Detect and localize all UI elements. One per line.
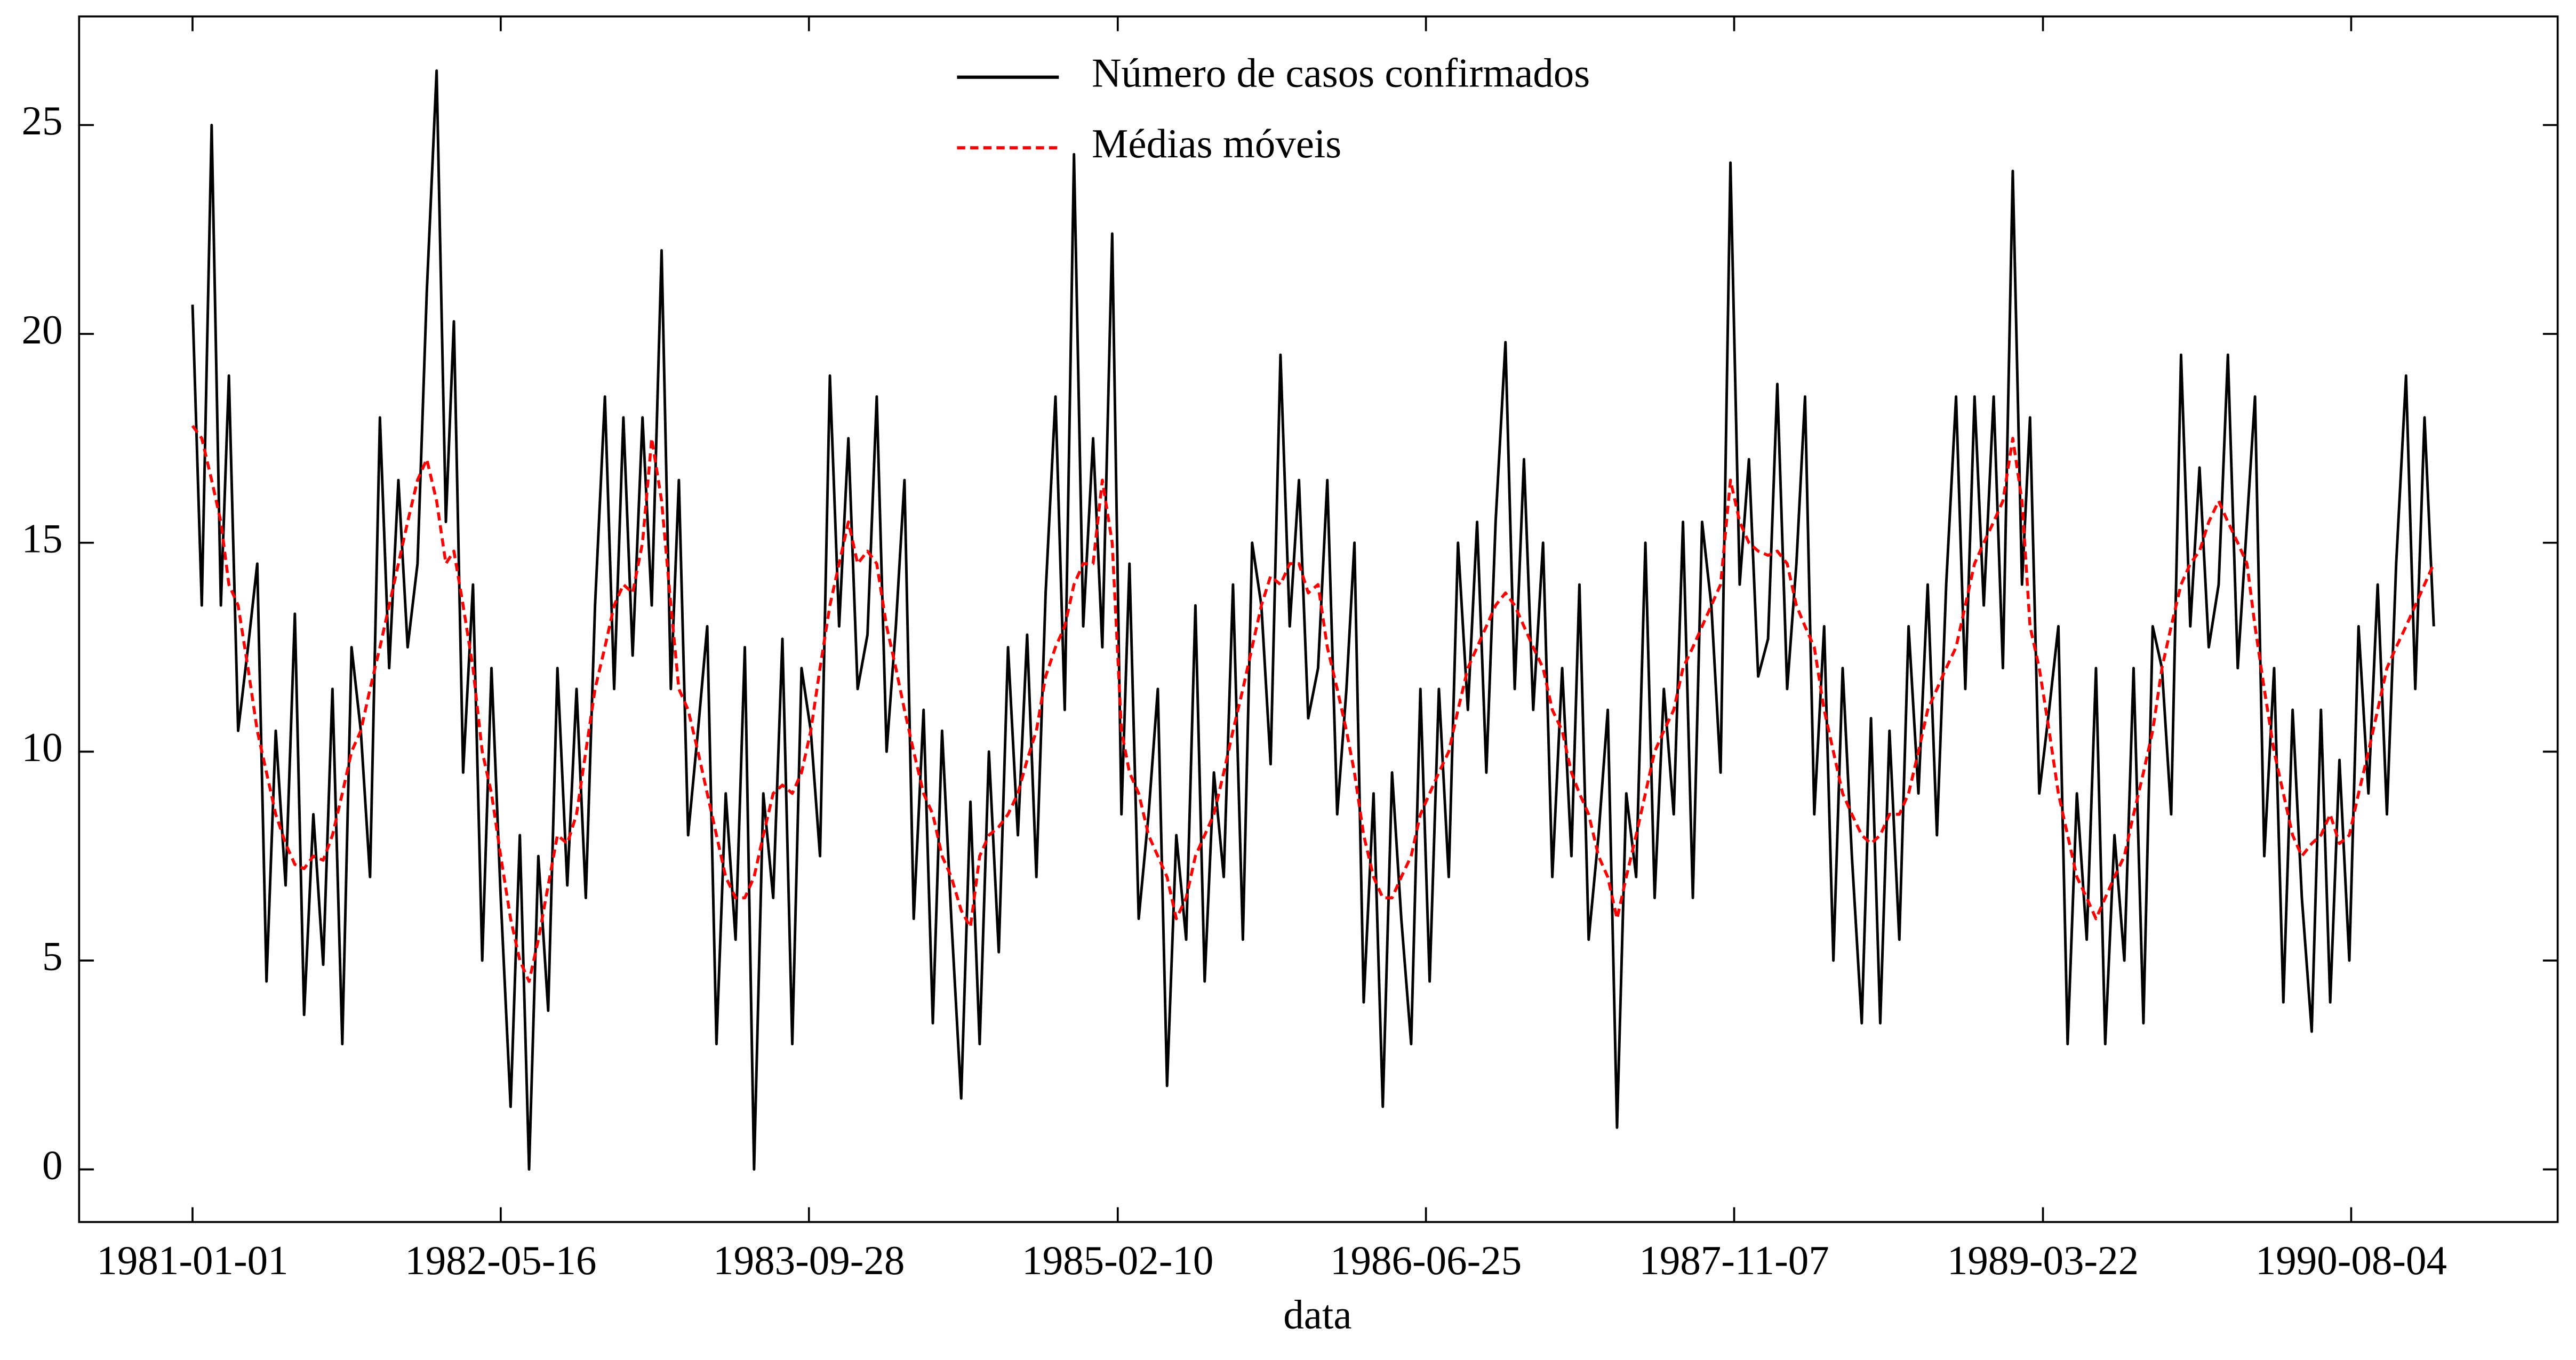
y-tick-label: 0 xyxy=(42,1142,62,1188)
x-tick-label: 1982-05-16 xyxy=(405,1237,596,1283)
y-tick-label: 10 xyxy=(22,724,63,770)
x-tick-label: 1987-11-07 xyxy=(1639,1237,1829,1283)
x-tick-label: 1990-08-04 xyxy=(2255,1237,2447,1283)
x-tick-label: 1985-02-10 xyxy=(1022,1237,1213,1283)
x-axis-label: data xyxy=(1283,1292,1351,1338)
data-line xyxy=(191,425,2435,983)
y-tick-label: 15 xyxy=(22,515,63,561)
x-tick-label: 1983-09-28 xyxy=(713,1237,905,1283)
y-tick-label: 20 xyxy=(22,307,63,353)
legend-label: Médias móveis xyxy=(1092,121,1341,166)
legend-label: Número de casos confirmados xyxy=(1092,50,1590,95)
plot-frame xyxy=(78,15,2559,1223)
data-line xyxy=(191,69,2435,1171)
y-tick-label: 5 xyxy=(42,933,62,979)
y-tick-label: 25 xyxy=(22,98,63,143)
x-tick-label: 1981-01-01 xyxy=(97,1237,288,1283)
x-tick-label: 1986-06-25 xyxy=(1330,1237,1522,1283)
x-tick-label: 1989-03-22 xyxy=(1947,1237,2139,1283)
